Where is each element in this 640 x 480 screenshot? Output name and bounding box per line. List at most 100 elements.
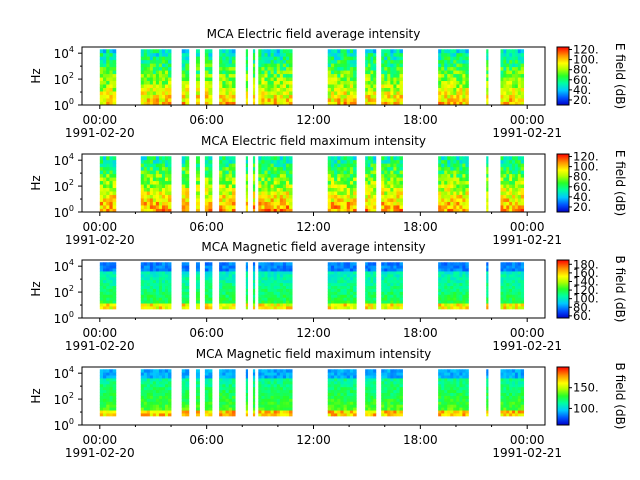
data-interval-block — [112, 156, 117, 161]
colorbar-tick-label: 100. — [573, 292, 599, 306]
data-interval-block — [373, 49, 377, 54]
x-tick-label: 06:00 — [189, 220, 224, 234]
panel-title: MCA Magnetic field maximum intensity — [196, 347, 432, 361]
data-interval-block — [289, 262, 293, 266]
colorbar-frame — [556, 366, 570, 426]
data-interval-block — [231, 156, 236, 161]
y-axis-label: Hz — [29, 281, 43, 296]
x-tick-label: 12:00 — [296, 433, 331, 447]
data-interval-block — [231, 369, 236, 373]
colorbar-tick-label: 60. — [573, 180, 591, 194]
data-interval-block — [399, 156, 403, 161]
colorbar-tick-label: 80. — [573, 300, 591, 314]
data-interval-block — [252, 262, 256, 266]
data-interval-block — [185, 156, 190, 161]
colorbar-tick-label: 20. — [573, 93, 591, 107]
y-tick-label: 104 — [54, 258, 74, 274]
x-tick-label: 12:00 — [296, 326, 331, 340]
y-tick-exponent: 0 — [69, 204, 74, 213]
data-interval-block — [399, 369, 403, 373]
data-interval-block — [195, 369, 200, 373]
data-interval-block — [289, 369, 293, 373]
colorbar-gradient — [557, 154, 569, 212]
y-tick-base: 10 — [54, 180, 69, 194]
data-interval-block — [208, 49, 213, 54]
y-tick-base: 10 — [54, 47, 69, 61]
spectrogram-data — [99, 156, 525, 213]
data-interval-block — [195, 262, 200, 266]
data-interval-block — [231, 49, 236, 54]
data-interval-block — [252, 49, 256, 54]
spectrogram-data — [99, 369, 525, 417]
colorbar-tick-label: 120. — [573, 283, 599, 297]
x-tick-label: 18:00 — [403, 326, 438, 340]
data-interval-block — [245, 156, 249, 161]
y-tick-base: 10 — [54, 393, 69, 407]
data-interval-block — [399, 49, 403, 54]
x-tick-label: 18:00 — [403, 113, 438, 127]
y-tick-exponent: 4 — [69, 45, 74, 54]
y-tick-label: 104 — [54, 45, 74, 61]
colorbar-gradient — [557, 47, 569, 105]
data-interval-block — [208, 262, 213, 266]
data-interval-block — [465, 369, 469, 373]
data-interval-block — [112, 49, 117, 54]
y-tick-label: 102 — [54, 284, 74, 300]
y-tick-base: 10 — [54, 367, 69, 381]
y-tick-base: 10 — [54, 260, 69, 274]
x-tick-label: 06:00 — [189, 113, 224, 127]
data-interval-block — [465, 262, 469, 266]
y-tick-label: 104 — [54, 152, 74, 168]
y-tick-exponent: 0 — [69, 310, 74, 319]
y-tick-label: 102 — [54, 71, 74, 87]
data-interval-block — [486, 49, 489, 54]
panel-1: MCA Electric field average intensity Hz 10… — [29, 27, 627, 140]
data-interval-block — [168, 49, 172, 54]
data-interval-block — [245, 262, 249, 266]
data-interval-block — [353, 369, 357, 373]
x-tick-label: 00:00 — [510, 326, 545, 340]
colorbar: 60.80.100.120.140.160.180. B field (dB) — [556, 256, 627, 323]
colorbar-tick-label: 160. — [573, 266, 599, 280]
y-tick-label: 102 — [54, 178, 74, 194]
data-interval-block — [252, 156, 256, 161]
data-interval-block — [208, 156, 213, 161]
y-tick-exponent: 0 — [69, 417, 74, 426]
data-interval-block — [208, 369, 213, 373]
x-tick-label: 18:00 — [403, 433, 438, 447]
y-tick-base: 10 — [54, 206, 69, 220]
y-tick-exponent: 0 — [69, 97, 74, 106]
data-interval-block — [112, 369, 117, 373]
colorbar-label: E field (dB) — [613, 43, 627, 109]
data-interval-block — [185, 369, 190, 373]
data-interval-block — [373, 156, 377, 161]
x-end-date: 1991-02-21 — [492, 126, 562, 140]
colorbar-frame — [556, 153, 570, 213]
data-interval-block — [252, 369, 256, 373]
y-tick-exponent: 4 — [69, 152, 74, 161]
y-tick-exponent: 2 — [69, 71, 74, 80]
x-tick-label: 00:00 — [510, 433, 545, 447]
colorbar-frame — [556, 259, 570, 319]
colorbar-label: B field (dB) — [613, 256, 627, 323]
x-tick-label: 06:00 — [189, 326, 224, 340]
x-tick-label: 00:00 — [83, 433, 118, 447]
data-interval-block — [486, 156, 489, 161]
data-interval-block — [289, 49, 293, 54]
panel-title: MCA Magnetic field average intensity — [201, 240, 425, 254]
y-tick-exponent: 2 — [69, 391, 74, 400]
colorbar-tick-label: 80. — [573, 170, 591, 184]
y-tick-exponent: 4 — [69, 365, 74, 374]
colorbar-tick-label: 20. — [573, 200, 591, 214]
y-tick-label: 100 — [54, 310, 74, 326]
colorbar-tick-label: 180. — [573, 257, 599, 271]
panel-4: MCA Magnetic field maximum intensity Hz 10… — [29, 347, 627, 460]
data-interval-block — [520, 49, 525, 54]
data-interval-block — [399, 262, 403, 266]
colorbar-tick-label: 60. — [573, 309, 591, 323]
colorbar-tick-label: 80. — [573, 63, 591, 77]
data-interval-block — [231, 262, 236, 266]
y-tick-label: 100 — [54, 417, 74, 433]
x-tick-label: 12:00 — [296, 113, 331, 127]
x-start-date: 1991-02-20 — [65, 126, 135, 140]
